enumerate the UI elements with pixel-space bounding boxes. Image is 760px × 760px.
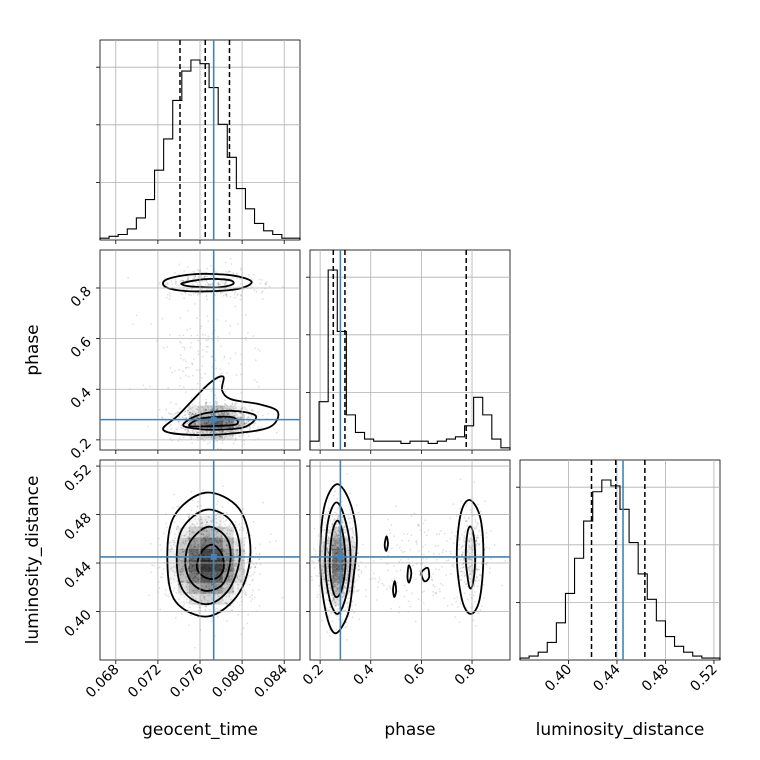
y-tick-label: 0.52 xyxy=(61,462,94,495)
y-axis-label-phase: phase xyxy=(23,324,43,375)
contour xyxy=(324,501,352,615)
x-tick-label: 0.2 xyxy=(300,662,327,689)
y-tick-label: 0.48 xyxy=(61,510,94,543)
truth-marker xyxy=(210,416,217,423)
y-axis-label-luminosity-distance: luminosity_distance xyxy=(23,476,43,645)
contour xyxy=(184,525,232,592)
panel-frame-1-1 xyxy=(309,249,511,451)
plot-layer xyxy=(96,39,721,664)
x-tick-label: 0.072 xyxy=(125,662,165,702)
contour xyxy=(175,508,241,606)
x-tick-label: 0.40 xyxy=(542,662,575,695)
contour xyxy=(180,278,235,289)
contour xyxy=(162,272,253,293)
contour xyxy=(420,566,431,583)
x-tick-label: 0.076 xyxy=(167,661,207,701)
x-tick-label: 0.084 xyxy=(251,661,291,701)
contour xyxy=(406,564,413,584)
x-tick-label: 0.44 xyxy=(590,661,623,694)
x-tick-label: 0.4 xyxy=(351,661,378,688)
density-phase-luminosity_distance xyxy=(310,473,507,641)
x-axis-label-geocent-time: geocent_time xyxy=(142,720,258,740)
truth-marker xyxy=(210,553,217,560)
truth-marker xyxy=(337,553,344,560)
y-tick-label: 0.6 xyxy=(68,334,95,361)
contour xyxy=(319,483,358,635)
x-axis-label-luminosity-distance: luminosity_distance xyxy=(536,720,705,740)
density-geocent_time-phase xyxy=(127,257,284,450)
panel-frame-2-1 xyxy=(309,459,511,661)
y-tick-label: 0.8 xyxy=(68,283,95,310)
y-tick-label: 0.2 xyxy=(68,435,95,462)
contour xyxy=(162,375,280,436)
contour xyxy=(195,543,225,581)
density-geocent_time-luminosity_distance xyxy=(148,485,284,649)
x-tick-label: 0.52 xyxy=(687,662,720,695)
histogram-phase xyxy=(309,269,511,450)
contour xyxy=(328,519,347,599)
histogram-geocent_time xyxy=(99,59,301,240)
x-tick-label: 0.068 xyxy=(83,662,123,702)
y-tick-label: 0.40 xyxy=(61,607,94,640)
density-layer xyxy=(127,257,507,649)
contour xyxy=(392,580,398,598)
x-tick-label: 0.080 xyxy=(209,662,249,702)
x-tick-label: 0.48 xyxy=(639,662,672,695)
x-axis-label-phase: phase xyxy=(384,720,435,740)
contour xyxy=(166,491,252,618)
x-tick-label: 0.6 xyxy=(401,661,428,688)
y-tick-label: 0.44 xyxy=(61,558,94,591)
y-tick-label: 0.4 xyxy=(68,385,95,412)
x-tick-label: 0.8 xyxy=(452,662,479,689)
contour xyxy=(182,409,258,431)
contour xyxy=(383,535,389,552)
panel-frame-2-2 xyxy=(519,459,721,661)
histogram-luminosity_distance xyxy=(519,479,721,660)
